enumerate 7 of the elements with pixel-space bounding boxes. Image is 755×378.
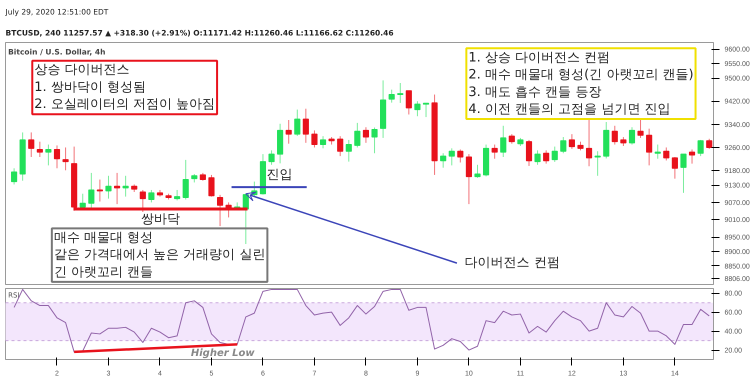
annotation: Higher Low <box>190 348 256 360</box>
annotation: 쌍바닥 <box>140 212 180 228</box>
annotation: 다이버전스 컨펌 <box>464 256 560 271</box>
annotation: 매수 매물대 형성 같은 가격대에서 높은 거래량이 실린 긴 아랫꼬리 캔들 <box>54 230 266 280</box>
annotation: 진입 <box>266 168 292 183</box>
annotation: 1. 상승 다이버전스 컨펌 2. 매수 매물대 형성(긴 아랫꼬리 캔들) 3. 매도 흡수 캔들 등장 4. 이전 캔들의 고점을 넘기면 진입 <box>468 50 694 118</box>
annotation: 상승 다이버전스 1. 쌍바닥이 형성됨 2. 오실레이터의 저점이 높아짐 <box>34 62 216 112</box>
